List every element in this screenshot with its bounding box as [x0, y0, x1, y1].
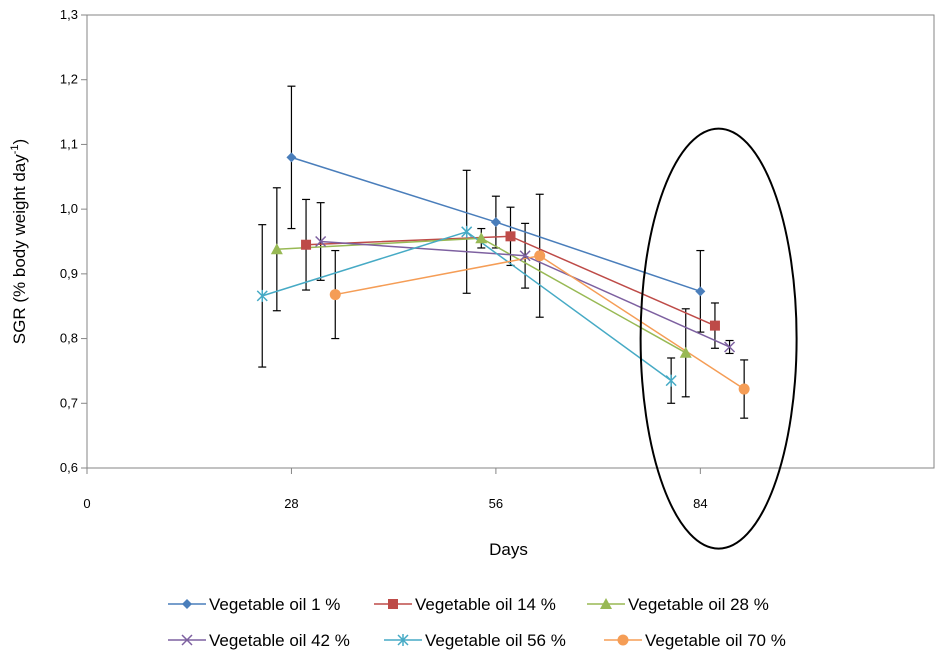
data-point [270, 243, 283, 255]
series-markers [256, 152, 750, 395]
data-point [695, 286, 706, 297]
legend-swatch-marker [600, 598, 612, 609]
y-tick-label: 1,0 [60, 201, 78, 216]
data-point [709, 320, 720, 331]
y-axis-title-tail: ) [10, 139, 29, 145]
y-axis: 0,6 0,7 0,8 0,9 1,0 1,1 1,2 1,3 [60, 7, 87, 475]
legend-swatch-marker [388, 599, 398, 609]
x-tick-label: 56 [489, 496, 503, 511]
y-axis-title-main: SGR (% body weight day [10, 154, 29, 344]
y-axis-title: SGR (% body weight day-1) [9, 139, 29, 344]
data-point [724, 341, 736, 353]
x-tick-label: 28 [284, 496, 298, 511]
data-point [461, 225, 473, 238]
data-point [738, 383, 750, 395]
y-tick-label: 0,9 [60, 266, 78, 281]
x-axis-title: Days [489, 540, 528, 559]
legend-item: Vegetable oil 28 % [587, 595, 769, 614]
legend-swatch-marker [182, 599, 192, 609]
x-axis: 0 28 56 84 [83, 468, 708, 511]
x-tick-label: 84 [693, 496, 707, 511]
y-tick-label: 0,7 [60, 395, 78, 410]
data-point [315, 235, 327, 248]
legend-item: Vegetable oil 56 % [384, 631, 566, 650]
data-point [475, 232, 488, 244]
data-point [519, 250, 531, 262]
data-point [301, 239, 312, 250]
legend-swatch-marker [181, 634, 193, 646]
legend: Vegetable oil 1 % Vegetable oil 14 % Veget… [168, 595, 786, 650]
y-tick-label: 1,3 [60, 7, 78, 22]
plot-area [86, 14, 935, 469]
y-tick-label: 1,2 [60, 72, 78, 87]
legend-label: Vegetable oil 56 % [425, 631, 566, 650]
legend-item: Vegetable oil 42 % [168, 631, 350, 650]
data-point [490, 217, 501, 228]
error-bars [258, 85, 749, 419]
y-axis-title-superscript: -1 [9, 144, 21, 154]
data-point [256, 289, 268, 302]
data-point [665, 374, 677, 387]
highlight-ellipse [639, 127, 798, 550]
data-point [329, 289, 341, 301]
data-point [679, 346, 692, 358]
legend-label: Vegetable oil 14 % [415, 595, 556, 614]
legend-swatch-marker [397, 634, 409, 646]
series-lines [262, 156, 745, 390]
y-tick-label: 0,6 [60, 460, 78, 475]
data-point [505, 231, 516, 242]
data-point [286, 152, 297, 163]
x-tick-label: 0 [83, 496, 90, 511]
legend-label: Vegetable oil 1 % [209, 595, 340, 614]
legend-item: Vegetable oil 70 % [604, 631, 786, 650]
legend-item: Vegetable oil 14 % [374, 595, 556, 614]
data-point [534, 250, 546, 262]
legend-swatch-marker [617, 634, 629, 646]
legend-label: Vegetable oil 28 % [628, 595, 769, 614]
legend-label: Vegetable oil 70 % [645, 631, 786, 650]
y-tick-label: 0,8 [60, 331, 78, 346]
legend-item: Vegetable oil 1 % [168, 595, 340, 614]
y-tick-label: 1,1 [60, 136, 78, 151]
legend-label: Vegetable oil 42 % [209, 631, 350, 650]
